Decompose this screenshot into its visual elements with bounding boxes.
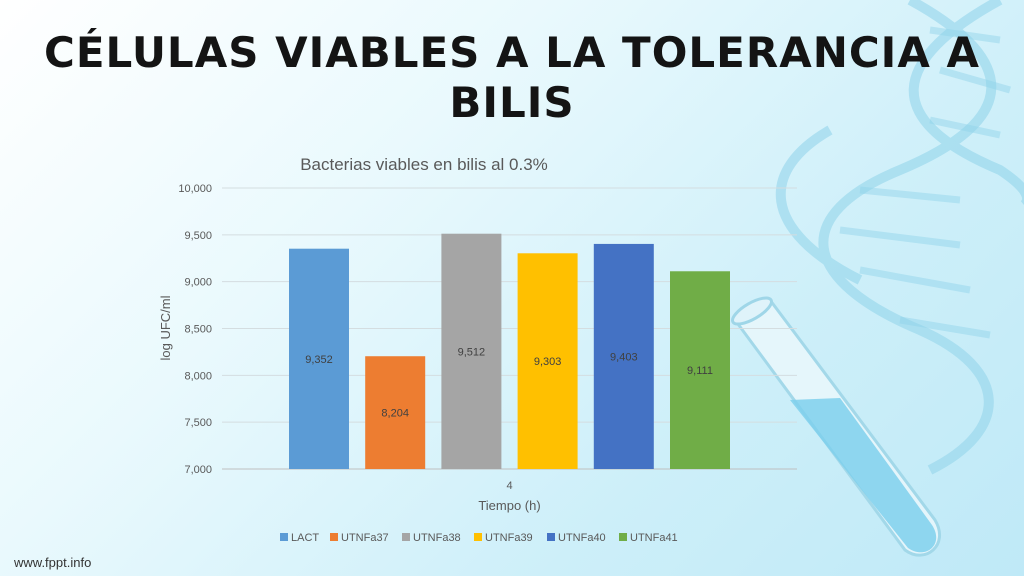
y-tick-label: 8,500 — [184, 324, 212, 336]
data-label: 9,111 — [687, 365, 713, 377]
legend-label: UTNFa40 — [558, 532, 606, 544]
legend-swatch — [547, 533, 555, 541]
y-tick-label: 9,000 — [184, 277, 212, 289]
data-label: 8,204 — [381, 408, 409, 420]
x-axis-title: Tiempo (h) — [478, 498, 540, 513]
footer-url: www.fppt.info — [14, 555, 92, 570]
slide-title: CÉLULAS VIABLES A LA TOLERANCIA A BILIS — [44, 28, 980, 127]
y-tick-label: 8,000 — [184, 370, 212, 382]
data-label: 9,352 — [305, 354, 333, 366]
legend-label: UTNFa41 — [630, 532, 678, 544]
data-label: 9,512 — [458, 346, 486, 358]
y-tick-label: 7,000 — [184, 464, 212, 476]
legend-label: UTNFa37 — [341, 532, 389, 544]
y-tick-label: 9,500 — [184, 230, 212, 242]
y-tick-label: 7,500 — [184, 417, 212, 429]
legend-label: UTNFa38 — [413, 532, 461, 544]
bar — [289, 248, 349, 469]
x-tick-label: 4 — [506, 480, 512, 492]
bar — [365, 356, 426, 469]
y-axis-title: log UFC/ml — [158, 295, 173, 360]
legend-label: UTNFa39 — [485, 532, 533, 544]
legend-swatch — [402, 533, 410, 541]
y-tick-label: 10,000 — [178, 183, 212, 195]
legend-swatch — [474, 533, 482, 541]
bar — [593, 243, 654, 469]
legend-label: LACT — [291, 532, 319, 544]
legend-swatch — [280, 533, 288, 541]
data-label: 9,403 — [610, 351, 638, 363]
legend-swatch — [619, 533, 627, 541]
chart-title: Bacterias viables en bilis al 0.3% — [300, 155, 548, 174]
legend-swatch — [330, 533, 338, 541]
bar — [441, 233, 502, 469]
bar — [517, 253, 578, 469]
data-label: 9,303 — [534, 356, 562, 368]
test-tube-image — [731, 296, 942, 557]
bar — [670, 271, 730, 469]
